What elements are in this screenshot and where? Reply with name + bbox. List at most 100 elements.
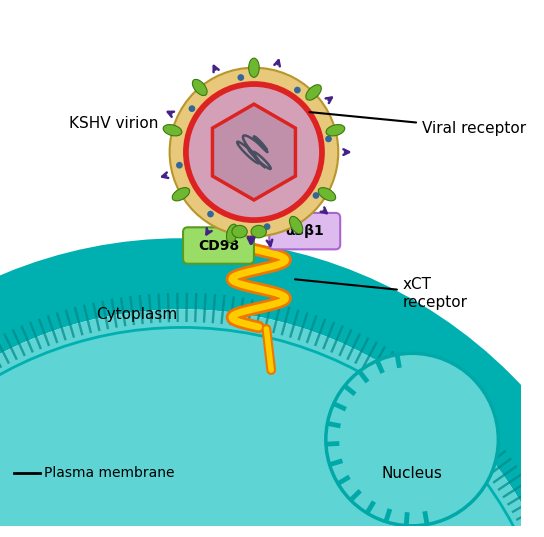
Polygon shape: [362, 340, 379, 368]
Polygon shape: [520, 512, 544, 529]
Polygon shape: [434, 394, 456, 418]
Polygon shape: [246, 297, 254, 328]
Polygon shape: [46, 313, 58, 343]
Polygon shape: [333, 402, 347, 411]
Polygon shape: [507, 488, 535, 506]
Ellipse shape: [163, 125, 182, 136]
Circle shape: [264, 223, 270, 230]
FancyBboxPatch shape: [183, 227, 254, 264]
Polygon shape: [422, 511, 429, 525]
Polygon shape: [349, 489, 362, 502]
Polygon shape: [404, 512, 410, 526]
Circle shape: [0, 309, 544, 537]
Polygon shape: [465, 427, 490, 449]
Polygon shape: [263, 301, 273, 331]
Polygon shape: [357, 370, 369, 383]
Polygon shape: [2, 331, 18, 360]
Ellipse shape: [318, 187, 336, 201]
Polygon shape: [11, 327, 26, 357]
Polygon shape: [0, 336, 10, 364]
Polygon shape: [511, 496, 540, 513]
Circle shape: [237, 74, 244, 81]
Text: Cytoplasm: Cytoplasm: [96, 308, 177, 323]
Ellipse shape: [251, 226, 267, 238]
Polygon shape: [440, 400, 463, 424]
Polygon shape: [413, 376, 434, 402]
Circle shape: [170, 68, 338, 236]
Polygon shape: [375, 360, 385, 374]
Polygon shape: [327, 421, 341, 429]
Polygon shape: [421, 382, 442, 407]
Polygon shape: [487, 456, 514, 477]
Text: Plasma membrane: Plasma membrane: [44, 466, 175, 480]
Polygon shape: [55, 310, 67, 340]
Text: KSHV virion: KSHV virion: [69, 116, 158, 131]
Polygon shape: [453, 413, 477, 437]
Polygon shape: [471, 434, 496, 456]
Ellipse shape: [226, 224, 238, 243]
Polygon shape: [482, 449, 508, 470]
Circle shape: [207, 211, 214, 217]
Polygon shape: [330, 323, 344, 353]
Polygon shape: [157, 292, 162, 323]
Polygon shape: [354, 336, 370, 364]
Polygon shape: [166, 291, 170, 322]
Polygon shape: [255, 299, 263, 330]
Polygon shape: [289, 308, 300, 338]
Polygon shape: [37, 316, 50, 346]
Text: Nucleus: Nucleus: [382, 466, 442, 481]
Polygon shape: [377, 349, 395, 377]
Circle shape: [0, 309, 544, 537]
Text: Viral receptor: Viral receptor: [310, 112, 526, 136]
Polygon shape: [194, 291, 197, 322]
Text: CD98: CD98: [198, 238, 239, 252]
Polygon shape: [129, 294, 135, 325]
Circle shape: [313, 192, 319, 199]
Circle shape: [0, 273, 544, 537]
Polygon shape: [459, 420, 483, 443]
Polygon shape: [0, 340, 2, 368]
Polygon shape: [427, 388, 449, 413]
Polygon shape: [524, 521, 544, 536]
Polygon shape: [329, 459, 343, 467]
Polygon shape: [213, 104, 295, 200]
Polygon shape: [82, 303, 92, 333]
Polygon shape: [399, 365, 419, 391]
Circle shape: [189, 105, 195, 112]
Ellipse shape: [326, 125, 345, 136]
Polygon shape: [281, 305, 291, 336]
Text: xCT
receptor: xCT receptor: [295, 277, 467, 310]
Polygon shape: [365, 500, 376, 514]
Polygon shape: [322, 320, 336, 350]
Polygon shape: [447, 407, 470, 431]
Polygon shape: [298, 310, 309, 340]
Polygon shape: [220, 293, 226, 324]
Polygon shape: [28, 320, 42, 350]
Circle shape: [189, 87, 319, 217]
Polygon shape: [338, 327, 353, 357]
Polygon shape: [502, 480, 529, 498]
Polygon shape: [385, 354, 403, 382]
Text: α3β1: α3β1: [286, 224, 324, 238]
FancyBboxPatch shape: [269, 213, 340, 249]
Polygon shape: [272, 303, 282, 333]
Polygon shape: [229, 294, 235, 325]
Polygon shape: [64, 308, 75, 338]
Polygon shape: [477, 441, 502, 463]
Circle shape: [183, 81, 325, 223]
Ellipse shape: [289, 216, 302, 234]
Circle shape: [294, 86, 301, 93]
Polygon shape: [212, 292, 217, 323]
Polygon shape: [369, 344, 387, 373]
Polygon shape: [337, 475, 351, 486]
Ellipse shape: [232, 226, 247, 238]
Polygon shape: [314, 316, 327, 346]
Polygon shape: [186, 291, 188, 322]
Polygon shape: [528, 529, 544, 537]
Circle shape: [325, 135, 332, 142]
Polygon shape: [73, 305, 84, 336]
Polygon shape: [384, 508, 392, 523]
Ellipse shape: [193, 79, 207, 96]
Polygon shape: [148, 292, 153, 323]
Polygon shape: [91, 301, 101, 331]
